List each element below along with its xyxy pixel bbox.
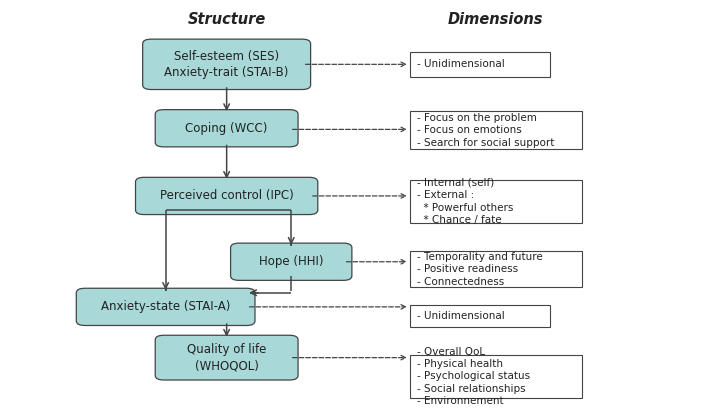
Text: - Temporality and future
- Positive readiness
- Connectedness: - Temporality and future - Positive read… [417,252,542,286]
Text: - Overall QoL
- Physical health
- Psychological status
- Social relationships
- : - Overall QoL - Physical health - Psycho… [417,346,530,406]
Bar [409,111,582,149]
Bar [409,305,550,327]
Text: - Unidimensional: - Unidimensional [417,311,505,321]
FancyBboxPatch shape [76,288,255,326]
Text: - Focus on the problem
- Focus on emotions
- Search for social support: - Focus on the problem - Focus on emotio… [417,113,554,148]
FancyBboxPatch shape [231,243,352,280]
Text: Structure: Structure [187,12,266,27]
Bar [409,51,550,77]
Text: Self-esteem (SES)
Anxiety-trait (STAI-B): Self-esteem (SES) Anxiety-trait (STAI-B) [165,50,289,79]
Text: Dimensions: Dimensions [448,12,544,27]
Bar [409,180,582,223]
Bar [409,252,582,287]
FancyBboxPatch shape [143,39,311,90]
Bar [409,355,582,398]
FancyBboxPatch shape [136,177,318,215]
Text: Perceived control (IPC): Perceived control (IPC) [160,189,293,203]
Text: Hope (HHI): Hope (HHI) [259,255,324,268]
Text: - Unidimensional: - Unidimensional [417,59,505,69]
FancyBboxPatch shape [155,335,298,380]
Text: - Internal (self)
- External :
  * Powerful others
  * Chance / fate: - Internal (self) - External : * Powerfu… [417,178,513,225]
FancyBboxPatch shape [155,110,298,147]
Text: Quality of life
(WHOQOL): Quality of life (WHOQOL) [187,343,266,372]
Text: Anxiety-state (STAI-A): Anxiety-state (STAI-A) [101,300,230,313]
Text: Coping (WCC): Coping (WCC) [185,122,268,135]
